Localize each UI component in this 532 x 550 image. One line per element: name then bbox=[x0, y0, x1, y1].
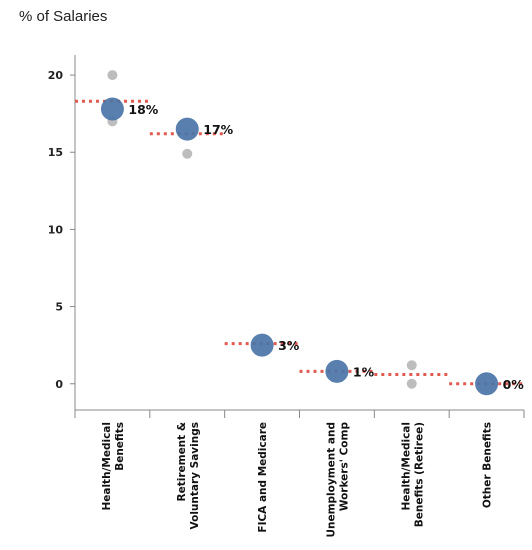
grey-point bbox=[107, 70, 118, 81]
grey-point bbox=[406, 378, 417, 389]
reference-lines bbox=[75, 99, 524, 386]
average-point bbox=[250, 333, 274, 357]
data-labels: 18% 17% 3% 1% 0% bbox=[128, 102, 524, 392]
x-tick-label: FICA and Medicare bbox=[257, 422, 269, 533]
x-tick-label: Unemployment and bbox=[325, 422, 337, 538]
average-point bbox=[475, 372, 499, 396]
x-tick-label: Retirement & bbox=[176, 422, 188, 502]
y-tick-label: 20 bbox=[48, 69, 64, 82]
axes bbox=[70, 55, 525, 418]
data-label: 1% bbox=[353, 364, 375, 379]
y-tick-label: 15 bbox=[48, 146, 63, 159]
x-tick-labels: Health/Medical Benefits Retirement & Volunt… bbox=[101, 422, 494, 538]
x-tick-label: Benefits (Retiree) bbox=[413, 422, 425, 527]
x-tick-label: Health/Medical bbox=[400, 422, 412, 511]
data-label: 0% bbox=[503, 377, 525, 392]
average-points bbox=[100, 97, 499, 396]
grey-point bbox=[182, 148, 193, 159]
data-label: 3% bbox=[278, 338, 300, 353]
x-tick-label: Other Benefits bbox=[482, 422, 494, 508]
y-tick-labels: 0 5 10 15 20 bbox=[48, 69, 64, 391]
average-point bbox=[100, 97, 124, 121]
x-tick-label: Voluntary Savings bbox=[189, 422, 201, 529]
average-point bbox=[325, 359, 349, 383]
data-label: 17% bbox=[203, 122, 233, 137]
y-tick-label: 10 bbox=[48, 223, 64, 236]
grey-point bbox=[406, 360, 417, 371]
y-tick-label: 5 bbox=[55, 301, 63, 314]
x-tick-label: Benefits bbox=[114, 422, 126, 471]
y-tick-label: 0 bbox=[55, 378, 63, 391]
data-label: 18% bbox=[128, 102, 158, 117]
y-axis-title: % of Salaries bbox=[19, 8, 107, 25]
average-point bbox=[175, 117, 199, 141]
x-tick-label: Health/Medical bbox=[101, 422, 113, 511]
x-tick-label: Workers' Comp bbox=[338, 422, 350, 512]
